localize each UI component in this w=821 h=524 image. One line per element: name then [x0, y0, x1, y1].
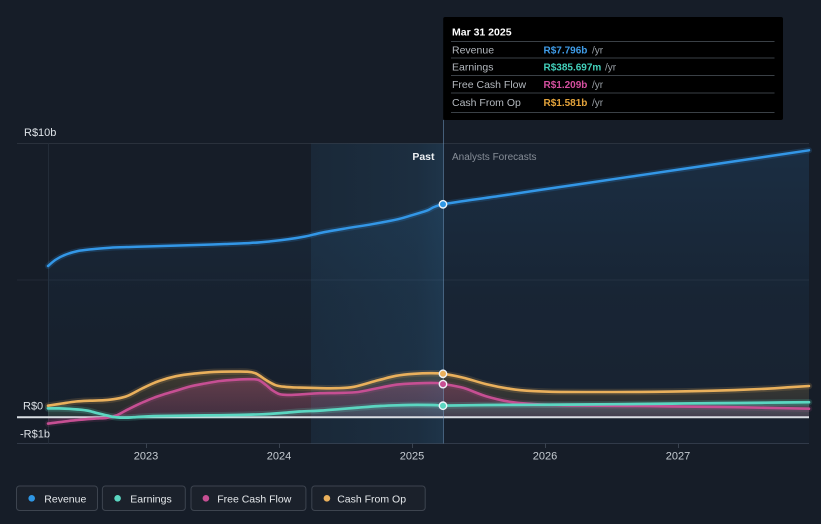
svg-text:Revenue: Revenue: [44, 493, 86, 505]
svg-text:2023: 2023: [134, 451, 158, 463]
svg-text:/yr: /yr: [592, 98, 604, 109]
svg-text:Cash From Op: Cash From Op: [452, 97, 521, 109]
svg-text:2025: 2025: [400, 451, 424, 463]
svg-text:R$0: R$0: [23, 401, 43, 413]
svg-text:2027: 2027: [666, 451, 690, 463]
svg-text:R$10b: R$10b: [24, 127, 56, 139]
svg-text:Earnings: Earnings: [130, 493, 171, 505]
svg-text:Cash From Op: Cash From Op: [337, 493, 406, 505]
svg-text:R$385.697m: R$385.697m: [544, 63, 602, 74]
svg-text:Mar 31 2025: Mar 31 2025: [452, 27, 512, 39]
svg-text:/yr: /yr: [592, 80, 604, 91]
svg-text:Earnings: Earnings: [452, 62, 493, 74]
svg-text:2026: 2026: [533, 451, 557, 463]
svg-text:/yr: /yr: [605, 63, 617, 74]
svg-text:Past: Past: [412, 151, 435, 163]
svg-text:R$1.581b: R$1.581b: [544, 98, 588, 109]
svg-text:Free Cash Flow: Free Cash Flow: [217, 493, 292, 505]
svg-text:Analysts Forecasts: Analysts Forecasts: [452, 152, 536, 163]
svg-text:R$1.209b: R$1.209b: [544, 80, 588, 91]
svg-text:Free Cash Flow: Free Cash Flow: [452, 79, 527, 91]
svg-text:R$7.796b: R$7.796b: [544, 46, 588, 57]
svg-text:Revenue: Revenue: [452, 45, 494, 57]
svg-text:2024: 2024: [267, 451, 291, 463]
svg-text:/yr: /yr: [592, 46, 604, 57]
svg-text:-R$1b: -R$1b: [20, 429, 50, 441]
